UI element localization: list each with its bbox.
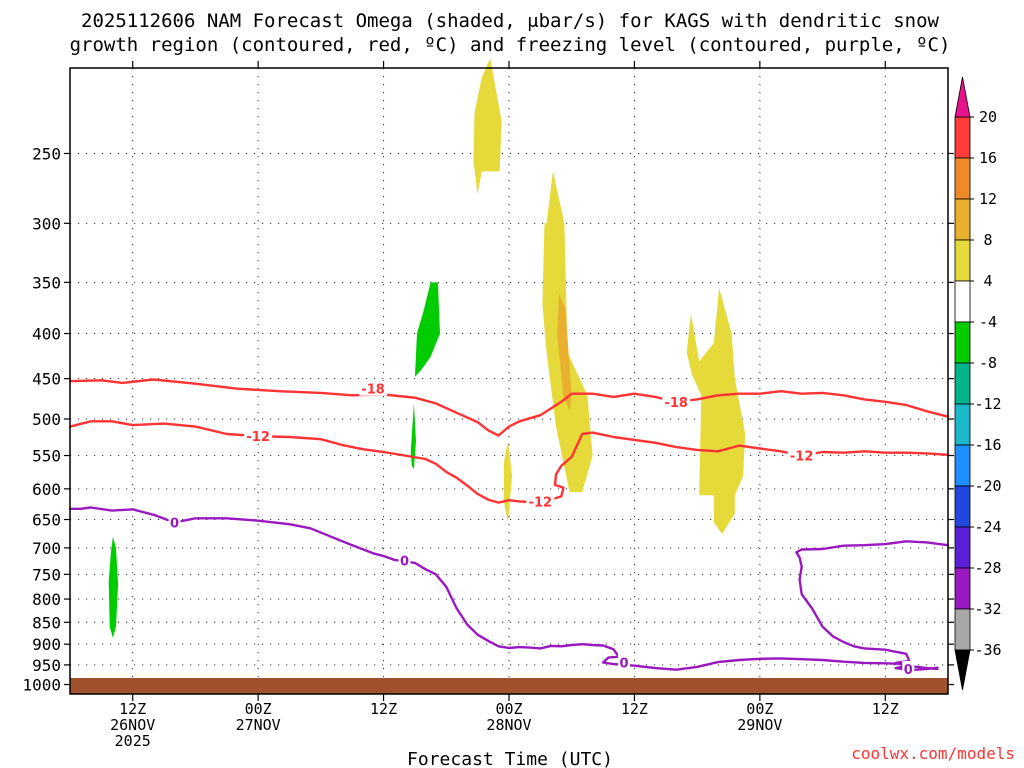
x-axis-label: Forecast Time (UTC) xyxy=(407,749,613,768)
x-tick-label-42-1: 28NOV xyxy=(486,716,531,734)
x-tick-label-78-0: 12Z xyxy=(872,700,899,718)
colorbar-bin-12-to-16 xyxy=(954,157,971,200)
freezing-level-label-0-2: 0 xyxy=(619,656,628,671)
freezing-level-label-bg-1-0 xyxy=(902,660,915,676)
y-tick-label-1000: 1000 xyxy=(22,676,61,695)
freezing-level-label-bg-0-1 xyxy=(398,552,411,568)
x-tick-label-30-0: 12Z xyxy=(370,700,397,718)
pressure-axis: 250 300 350 400 450 500 550 600 650 700 750 800 850 9… xyxy=(22,144,954,695)
upward-motion-green-mid xyxy=(414,282,440,377)
dgz-label-1-0: -12 xyxy=(246,430,270,445)
y-tick-label-750: 750 xyxy=(32,565,61,584)
dgz-label-1-1: -12 xyxy=(529,495,553,510)
sinking-yellow-upper xyxy=(473,58,502,195)
upward-motion-green-small xyxy=(410,403,416,470)
credit-text: coolwx.com/models xyxy=(851,744,1015,763)
x-tick-label-6-2: 2025 xyxy=(115,732,151,750)
y-tick-label-400: 400 xyxy=(32,325,61,344)
x-tick-label-54-0: 12Z xyxy=(621,700,648,718)
colorbar-bin--36-to--32 xyxy=(954,608,971,651)
colorbar-label-8: -16 xyxy=(974,436,1001,454)
colorbar-label-5: -4 xyxy=(979,313,997,331)
freezing-level-label-0-1: 0 xyxy=(400,554,409,569)
chart-title-line2: growth region (contoured, red, ºC) and f… xyxy=(70,34,951,56)
colorbar-label-13: -36 xyxy=(974,641,1001,659)
colorbar-bin--4-to-4 xyxy=(954,280,971,323)
dgz-label-bg-1-0 xyxy=(244,428,273,444)
ground-strip xyxy=(70,678,948,694)
omega-shading xyxy=(108,58,746,638)
sinking-yellow-right xyxy=(686,287,746,534)
sinking-yellow-main xyxy=(542,171,593,492)
colorbar-label-0: 20 xyxy=(979,108,997,126)
y-tick-label-250: 250 xyxy=(32,144,61,163)
colorbar: 20 16 12 8 4 -4 -8 -12 -16 -20 -24 -28 -32 -36 xyxy=(954,76,1002,691)
dgz-label-1-2: -12 xyxy=(790,450,814,465)
upward-motion-green-low xyxy=(108,536,119,638)
colorbar-top-arrow xyxy=(954,76,971,118)
colorbar-bin--20-to--16 xyxy=(954,444,971,487)
colorbar-bin-8-to-12 xyxy=(954,198,971,241)
colorbar-bin-16-to-20 xyxy=(954,116,971,159)
x-tick-label-66-1: 29NOV xyxy=(737,716,782,734)
colorbar-bin-4-to-8 xyxy=(954,239,971,282)
grid-lines xyxy=(70,68,948,694)
colorbar-label-12: -32 xyxy=(974,600,1001,618)
y-tick-label-950: 950 xyxy=(32,656,61,675)
x-tick-label-6-1: 26NOV xyxy=(110,716,155,734)
colorbar-bin--16-to--12 xyxy=(954,403,971,446)
freezing-level-contour-0 xyxy=(68,506,939,671)
colorbar-label-10: -24 xyxy=(974,518,1001,536)
y-tick-label-800: 800 xyxy=(32,590,61,609)
y-tick-label-500: 500 xyxy=(32,410,61,429)
dgz-label-bg-1-1 xyxy=(526,493,555,509)
y-tick-label-600: 600 xyxy=(32,480,61,499)
sinking-yellow-narrow xyxy=(503,441,513,523)
freezing-level-label-bg-0-2 xyxy=(617,654,630,670)
dgz-label-0-0: -18 xyxy=(361,383,385,398)
colorbar-bin--32-to--28 xyxy=(954,567,971,610)
y-tick-label-900: 900 xyxy=(32,635,61,654)
x-tick-label-42-0: 00Z xyxy=(495,700,522,718)
freezing-level-label-bg-0-0 xyxy=(168,514,181,530)
y-tick-label-650: 650 xyxy=(32,511,61,530)
colorbar-label-4: 4 xyxy=(983,272,992,290)
dgz-label-bg-1-2 xyxy=(787,447,816,463)
temperature-contours: -18 -18 -12 -12 -12 0 0 0 0 xyxy=(68,378,950,678)
colorbar-label-1: 16 xyxy=(979,149,997,167)
dgz-label-0-1: -18 xyxy=(664,396,688,411)
colorbar-bin--8-to--4 xyxy=(954,321,971,364)
colorbar-bottom-arrow xyxy=(954,649,971,691)
y-tick-label-850: 850 xyxy=(32,613,61,632)
sinking-orange-core xyxy=(557,293,572,412)
colorbar-label-9: -20 xyxy=(974,477,1001,495)
colorbar-bin--12-to--8 xyxy=(954,362,971,405)
colorbar-label-3: 8 xyxy=(983,231,992,249)
freezing-level-label-0-0: 0 xyxy=(170,516,179,531)
colorbar-bin--28-to--24 xyxy=(954,526,971,569)
x-tick-label-18-0: 00Z xyxy=(245,700,272,718)
ground-surface xyxy=(70,678,948,694)
freezing-level-contour-1 xyxy=(795,540,950,671)
colorbar-label-6: -8 xyxy=(979,354,997,372)
chart-title-line1: 2025112606 NAM Forecast Omega (shaded, μ… xyxy=(81,10,939,32)
dgz-label-bg-0-1 xyxy=(662,393,691,409)
y-tick-label-450: 450 xyxy=(32,370,61,389)
y-tick-label-550: 550 xyxy=(32,447,61,466)
y-tick-label-300: 300 xyxy=(32,214,61,233)
x-tick-label-66-0: 00Z xyxy=(746,700,773,718)
freezing-level-label-1-0: 0 xyxy=(904,663,913,678)
colorbar-label-11: -28 xyxy=(974,559,1001,577)
y-tick-label-350: 350 xyxy=(32,273,61,292)
colorbar-bin--24-to--20 xyxy=(954,485,971,528)
y-tick-label-700: 700 xyxy=(32,539,61,558)
x-tick-label-6-0: 12Z xyxy=(119,700,146,718)
colorbar-label-2: 12 xyxy=(979,190,997,208)
dgz-contour-0 xyxy=(68,378,950,437)
x-tick-label-18-1: 27NOV xyxy=(236,716,281,734)
colorbar-label-7: -12 xyxy=(974,395,1001,413)
dgz-label-bg-0-0 xyxy=(359,380,388,396)
